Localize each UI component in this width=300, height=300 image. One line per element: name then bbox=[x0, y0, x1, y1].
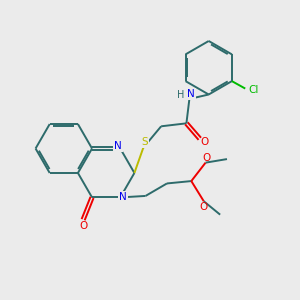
Text: O: O bbox=[202, 153, 210, 163]
Text: O: O bbox=[79, 221, 87, 231]
Text: N: N bbox=[187, 88, 195, 99]
Text: O: O bbox=[200, 137, 208, 147]
Text: S: S bbox=[142, 137, 148, 147]
Text: H: H bbox=[177, 89, 185, 100]
Text: O: O bbox=[200, 202, 208, 212]
Text: N: N bbox=[119, 192, 127, 203]
Text: Cl: Cl bbox=[248, 85, 259, 95]
Text: N: N bbox=[114, 141, 122, 151]
